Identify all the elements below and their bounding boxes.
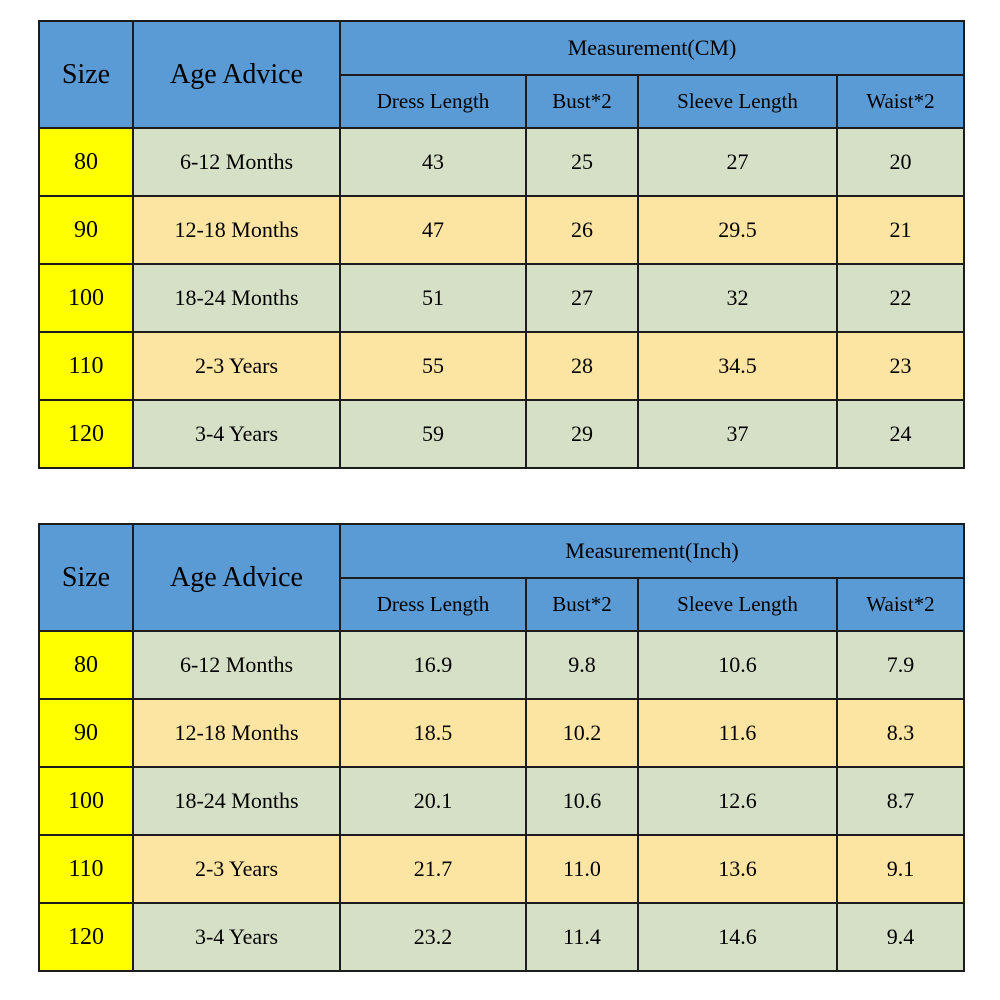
size-chart-cm-table: Size Age Advice Measurement(CM) Dress Le…	[38, 20, 965, 469]
value-cell: 11.4	[525, 902, 639, 972]
table-row: 90 12-18 Months 18.5 10.2 11.6 8.3	[38, 698, 966, 768]
age-cell: 6-12 Months	[132, 127, 341, 197]
size-cell: 90	[38, 698, 134, 768]
value-cell: 23	[836, 331, 965, 401]
column-header-sleeve-length: Sleeve Length	[637, 577, 838, 632]
table-row: 120 3-4 Years 59 29 37 24	[38, 399, 965, 469]
size-cell: 110	[38, 834, 134, 904]
age-cell: 6-12 Months	[132, 630, 341, 700]
age-cell: 3-4 Years	[132, 399, 341, 469]
table-row: Dress Length Bust*2 Sleeve Length Waist*…	[39, 74, 965, 129]
value-cell: 9.8	[525, 630, 639, 700]
size-cell: 100	[38, 263, 134, 333]
age-cell: 3-4 Years	[132, 902, 341, 972]
value-cell: 27	[637, 127, 838, 197]
value-cell: 55	[339, 331, 527, 401]
size-chart-inch-table: Size Age Advice Measurement(Inch) Dress …	[38, 523, 966, 972]
value-cell: 7.9	[835, 630, 966, 700]
table-row: 110 2-3 Years 55 28 34.5 23	[38, 331, 965, 401]
age-cell: 2-3 Years	[132, 331, 341, 401]
column-header-sleeve-length: Sleeve Length	[637, 74, 838, 129]
value-cell: 8.3	[835, 698, 966, 768]
value-cell: 22	[836, 263, 965, 333]
value-cell: 29	[525, 399, 639, 469]
column-header-waist: Waist*2	[836, 74, 965, 129]
size-cell: 90	[38, 195, 134, 265]
value-cell: 14.6	[637, 902, 838, 972]
value-cell: 21	[836, 195, 965, 265]
table-row: 80 6-12 Months 43 25 27 20	[38, 127, 965, 197]
value-cell: 20.1	[339, 766, 527, 836]
age-column-header: Age Advice	[132, 20, 341, 129]
value-cell: 28	[525, 331, 639, 401]
value-cell: 9.1	[835, 834, 966, 904]
value-cell: 10.2	[525, 698, 639, 768]
value-cell: 43	[339, 127, 527, 197]
size-cell: 120	[38, 902, 134, 972]
value-cell: 25	[525, 127, 639, 197]
table-row: 120 3-4 Years 23.2 11.4 14.6 9.4	[38, 902, 966, 972]
table-row: 110 2-3 Years 21.7 11.0 13.6 9.1	[38, 834, 966, 904]
table-row: Size Age Advice Measurement(CM)	[38, 20, 965, 129]
value-cell: 24	[836, 399, 965, 469]
age-cell: 12-18 Months	[132, 698, 341, 768]
age-cell: 18-24 Months	[132, 766, 341, 836]
table-row: 80 6-12 Months 16.9 9.8 10.6 7.9	[38, 630, 966, 700]
value-cell: 34.5	[637, 331, 838, 401]
value-cell: 8.7	[835, 766, 966, 836]
size-column-header: Size	[38, 523, 134, 632]
age-cell: 18-24 Months	[132, 263, 341, 333]
value-cell: 29.5	[637, 195, 838, 265]
value-cell: 59	[339, 399, 527, 469]
column-header-waist: Waist*2	[835, 577, 966, 632]
age-cell: 2-3 Years	[132, 834, 341, 904]
age-cell: 12-18 Months	[132, 195, 341, 265]
value-cell: 18.5	[339, 698, 527, 768]
value-cell: 11.0	[525, 834, 639, 904]
column-header-dress-length: Dress Length	[339, 74, 527, 129]
size-cell: 80	[38, 630, 134, 700]
value-cell: 11.6	[637, 698, 838, 768]
age-column-header: Age Advice	[132, 523, 341, 632]
column-header-dress-length: Dress Length	[339, 577, 527, 632]
value-cell: 26	[525, 195, 639, 265]
value-cell: 10.6	[525, 766, 639, 836]
value-cell: 27	[525, 263, 639, 333]
table-row: 100 18-24 Months 51 27 32 22	[38, 263, 965, 333]
value-cell: 51	[339, 263, 527, 333]
size-cell: 100	[38, 766, 134, 836]
table-row: Dress Length Bust*2 Sleeve Length Waist*…	[39, 577, 966, 632]
size-column-header: Size	[38, 20, 134, 129]
column-header-bust: Bust*2	[525, 74, 639, 129]
value-cell: 20	[836, 127, 965, 197]
measurement-group-header: Measurement(Inch)	[338, 523, 966, 579]
value-cell: 9.4	[835, 902, 966, 972]
table-row: Size Age Advice Measurement(Inch)	[38, 523, 966, 632]
table-row: 90 12-18 Months 47 26 29.5 21	[38, 195, 965, 265]
measurement-group-header: Measurement(CM)	[339, 20, 965, 76]
column-header-bust: Bust*2	[525, 577, 639, 632]
value-cell: 10.6	[637, 630, 838, 700]
value-cell: 23.2	[339, 902, 527, 972]
value-cell: 32	[637, 263, 838, 333]
size-cell: 80	[38, 127, 134, 197]
value-cell: 21.7	[339, 834, 527, 904]
size-cell: 120	[38, 399, 134, 469]
value-cell: 47	[339, 195, 527, 265]
value-cell: 16.9	[339, 630, 527, 700]
value-cell: 12.6	[637, 766, 838, 836]
value-cell: 13.6	[637, 834, 838, 904]
table-row: 100 18-24 Months 20.1 10.6 12.6 8.7	[38, 766, 966, 836]
value-cell: 37	[637, 399, 838, 469]
size-cell: 110	[38, 331, 134, 401]
